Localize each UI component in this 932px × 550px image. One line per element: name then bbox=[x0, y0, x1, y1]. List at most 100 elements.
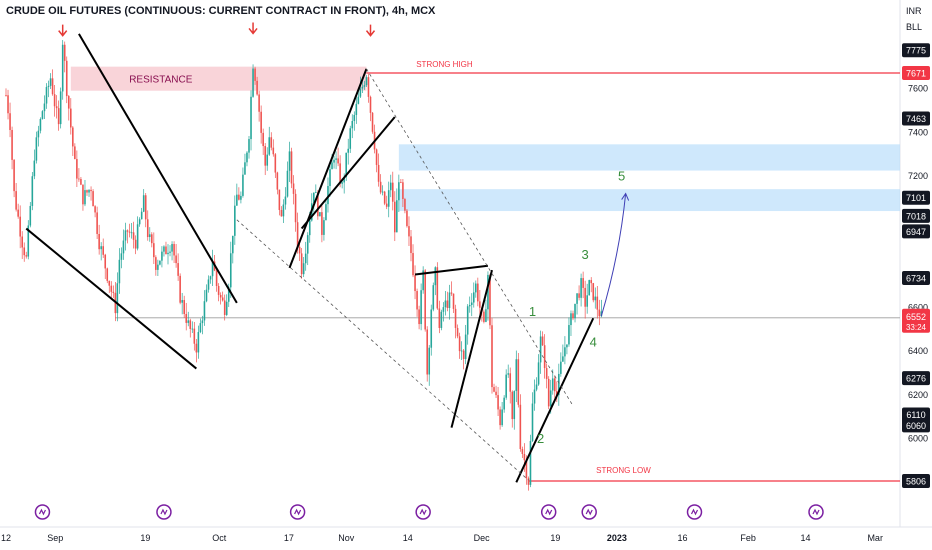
candle-body bbox=[17, 209, 19, 217]
trend-line-3[interactable] bbox=[288, 68, 368, 269]
candle-body bbox=[462, 350, 465, 360]
candle-body bbox=[590, 280, 593, 284]
candle-body bbox=[313, 192, 315, 204]
wave-label-5: 5 bbox=[618, 168, 625, 183]
candle-body bbox=[104, 254, 107, 269]
candle-body bbox=[404, 199, 406, 211]
candle-body bbox=[545, 368, 548, 379]
candle-body bbox=[580, 278, 582, 298]
price-level-label: 6947 bbox=[906, 227, 926, 237]
candle-body bbox=[256, 80, 258, 95]
candle-body bbox=[223, 300, 226, 315]
trend-line-7[interactable] bbox=[515, 317, 595, 483]
candle-body bbox=[187, 320, 190, 323]
candle-body bbox=[142, 195, 145, 212]
candle-body bbox=[122, 240, 125, 254]
candle-body bbox=[527, 478, 530, 485]
candle-body bbox=[345, 152, 347, 178]
trend-line-5[interactable] bbox=[414, 264, 489, 276]
candle-body bbox=[317, 192, 319, 217]
price-tick-label: 6600 bbox=[908, 302, 928, 312]
trend-line-4[interactable] bbox=[300, 116, 396, 230]
candle-body bbox=[507, 373, 509, 375]
candle-body bbox=[9, 113, 11, 130]
candle-body bbox=[600, 311, 603, 317]
candle-body bbox=[333, 159, 335, 163]
candle-body bbox=[286, 170, 289, 197]
candle-body bbox=[27, 225, 30, 257]
candle-body bbox=[23, 247, 26, 256]
candle-body bbox=[292, 183, 295, 194]
candle-body bbox=[582, 278, 584, 288]
candle-body bbox=[134, 239, 137, 249]
candle-body bbox=[377, 164, 380, 182]
candle-body bbox=[596, 296, 599, 310]
candle-body bbox=[537, 362, 540, 385]
candle-body bbox=[568, 325, 570, 345]
candle-body bbox=[266, 154, 269, 166]
wave-label-3: 3 bbox=[582, 247, 589, 262]
candle-body bbox=[331, 162, 333, 170]
candle-body bbox=[94, 206, 96, 213]
candle-body bbox=[400, 182, 402, 184]
candle-body bbox=[570, 313, 572, 326]
price-level-badge bbox=[902, 111, 930, 126]
candle-body bbox=[598, 309, 601, 317]
trend-line-1[interactable] bbox=[25, 227, 197, 370]
candle-body bbox=[274, 154, 277, 173]
candle-body bbox=[410, 236, 412, 254]
strong-high-label: STRONG HIGH bbox=[416, 60, 473, 69]
candle-body bbox=[29, 205, 32, 226]
time-tick-label: Mar bbox=[867, 533, 883, 543]
candle-body bbox=[533, 389, 536, 404]
candle-body bbox=[90, 189, 92, 192]
candle-body bbox=[144, 195, 147, 220]
candle-body bbox=[497, 395, 499, 410]
candle-body bbox=[339, 163, 341, 184]
candle-body bbox=[236, 194, 238, 206]
candle-body bbox=[116, 283, 119, 314]
candle-body bbox=[5, 95, 7, 96]
candle-body bbox=[61, 44, 64, 92]
candle-body bbox=[365, 77, 368, 86]
candle-body bbox=[428, 347, 431, 375]
time-tick-label: 12 bbox=[1, 533, 11, 543]
candle-body bbox=[37, 130, 40, 138]
down-arrow-icon bbox=[58, 24, 68, 37]
candle-body bbox=[341, 182, 343, 184]
candle-body bbox=[304, 253, 307, 264]
time-tick-label: 14 bbox=[800, 533, 810, 543]
candle-body bbox=[367, 77, 370, 97]
candle-body bbox=[120, 253, 123, 260]
candle-body bbox=[72, 127, 74, 147]
candle-body bbox=[308, 220, 311, 236]
price-tick-label: 6200 bbox=[908, 390, 928, 400]
candle-body bbox=[556, 391, 558, 396]
candle-body bbox=[161, 251, 163, 261]
price-level-label: 7018 bbox=[906, 211, 926, 221]
candle-body bbox=[337, 158, 339, 164]
candle-body bbox=[59, 91, 62, 125]
candle-body bbox=[549, 390, 552, 407]
candle-body bbox=[387, 190, 390, 207]
candle-body bbox=[100, 246, 102, 250]
candle-body bbox=[191, 328, 194, 330]
candle-body bbox=[535, 384, 538, 390]
trend-line-6[interactable] bbox=[450, 269, 493, 428]
candle-body bbox=[505, 374, 507, 398]
channel-dashed-line-2[interactable] bbox=[236, 219, 529, 481]
candle-body bbox=[126, 230, 129, 232]
candle-body bbox=[515, 359, 518, 392]
candle-body bbox=[207, 279, 210, 290]
trend-line-2[interactable] bbox=[78, 33, 238, 304]
candle-body bbox=[31, 176, 34, 206]
candle-body bbox=[106, 268, 109, 281]
event-marker-glyph bbox=[294, 508, 302, 516]
candle-body bbox=[65, 60, 68, 97]
candle-body bbox=[82, 184, 84, 205]
candle-body bbox=[329, 169, 331, 187]
candle-body bbox=[219, 294, 222, 298]
candle-body bbox=[118, 259, 121, 284]
candle-body bbox=[157, 264, 159, 270]
